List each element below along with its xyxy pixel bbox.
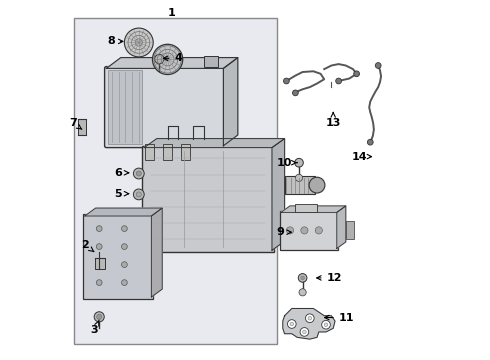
Circle shape xyxy=(336,78,342,84)
Bar xyxy=(204,56,218,67)
Circle shape xyxy=(97,244,102,249)
FancyBboxPatch shape xyxy=(74,18,277,344)
Text: 9: 9 xyxy=(276,227,291,237)
Circle shape xyxy=(309,177,325,193)
Bar xyxy=(295,204,317,212)
Text: 8: 8 xyxy=(107,36,123,46)
Bar xyxy=(181,144,190,160)
Circle shape xyxy=(315,227,322,234)
Polygon shape xyxy=(85,208,162,216)
Text: 7: 7 xyxy=(69,118,82,129)
Text: 1: 1 xyxy=(167,8,175,18)
Circle shape xyxy=(294,158,303,167)
Circle shape xyxy=(300,328,309,336)
Circle shape xyxy=(122,244,127,249)
Polygon shape xyxy=(151,208,162,297)
Text: 12: 12 xyxy=(317,273,342,283)
Text: 5: 5 xyxy=(115,189,129,199)
Bar xyxy=(78,119,86,135)
Polygon shape xyxy=(272,139,285,250)
Bar xyxy=(145,144,154,160)
Circle shape xyxy=(321,320,330,329)
Circle shape xyxy=(284,78,289,84)
Circle shape xyxy=(286,227,294,234)
Circle shape xyxy=(298,274,307,282)
Circle shape xyxy=(122,262,127,267)
Circle shape xyxy=(305,314,314,323)
FancyBboxPatch shape xyxy=(143,146,274,252)
Circle shape xyxy=(122,226,127,231)
Polygon shape xyxy=(283,309,335,339)
Circle shape xyxy=(136,171,141,176)
Circle shape xyxy=(354,71,360,77)
Circle shape xyxy=(152,44,183,75)
Polygon shape xyxy=(281,206,346,212)
Circle shape xyxy=(133,189,144,200)
Circle shape xyxy=(301,227,308,234)
Text: 6: 6 xyxy=(114,168,129,178)
Text: 10: 10 xyxy=(276,158,297,168)
Circle shape xyxy=(97,226,102,231)
Text: 11: 11 xyxy=(324,312,354,323)
Bar xyxy=(95,258,105,269)
Circle shape xyxy=(293,90,298,96)
Text: 14: 14 xyxy=(352,152,371,162)
Text: 2: 2 xyxy=(81,240,94,252)
Circle shape xyxy=(288,320,296,328)
Text: 4: 4 xyxy=(163,53,182,63)
Circle shape xyxy=(368,139,373,145)
Circle shape xyxy=(375,63,381,68)
Polygon shape xyxy=(337,206,346,248)
Circle shape xyxy=(94,312,104,322)
Bar xyxy=(285,176,315,194)
Circle shape xyxy=(308,316,312,320)
Circle shape xyxy=(290,322,294,326)
Text: 13: 13 xyxy=(325,112,341,128)
FancyBboxPatch shape xyxy=(104,67,225,148)
Circle shape xyxy=(303,330,306,334)
FancyBboxPatch shape xyxy=(280,211,338,250)
Circle shape xyxy=(97,262,102,267)
FancyBboxPatch shape xyxy=(83,214,153,299)
Circle shape xyxy=(324,323,328,327)
Circle shape xyxy=(301,276,304,280)
Circle shape xyxy=(295,174,303,181)
Circle shape xyxy=(155,54,164,64)
Circle shape xyxy=(97,280,102,285)
Bar xyxy=(108,70,143,144)
Circle shape xyxy=(136,192,141,197)
Polygon shape xyxy=(223,58,238,146)
Bar xyxy=(163,144,172,160)
Circle shape xyxy=(133,168,144,179)
Circle shape xyxy=(97,314,102,319)
Polygon shape xyxy=(144,139,285,148)
Text: 3: 3 xyxy=(91,320,99,336)
Circle shape xyxy=(122,280,127,285)
Polygon shape xyxy=(106,58,238,68)
Circle shape xyxy=(299,289,306,296)
Bar xyxy=(346,221,354,239)
Circle shape xyxy=(124,28,153,57)
